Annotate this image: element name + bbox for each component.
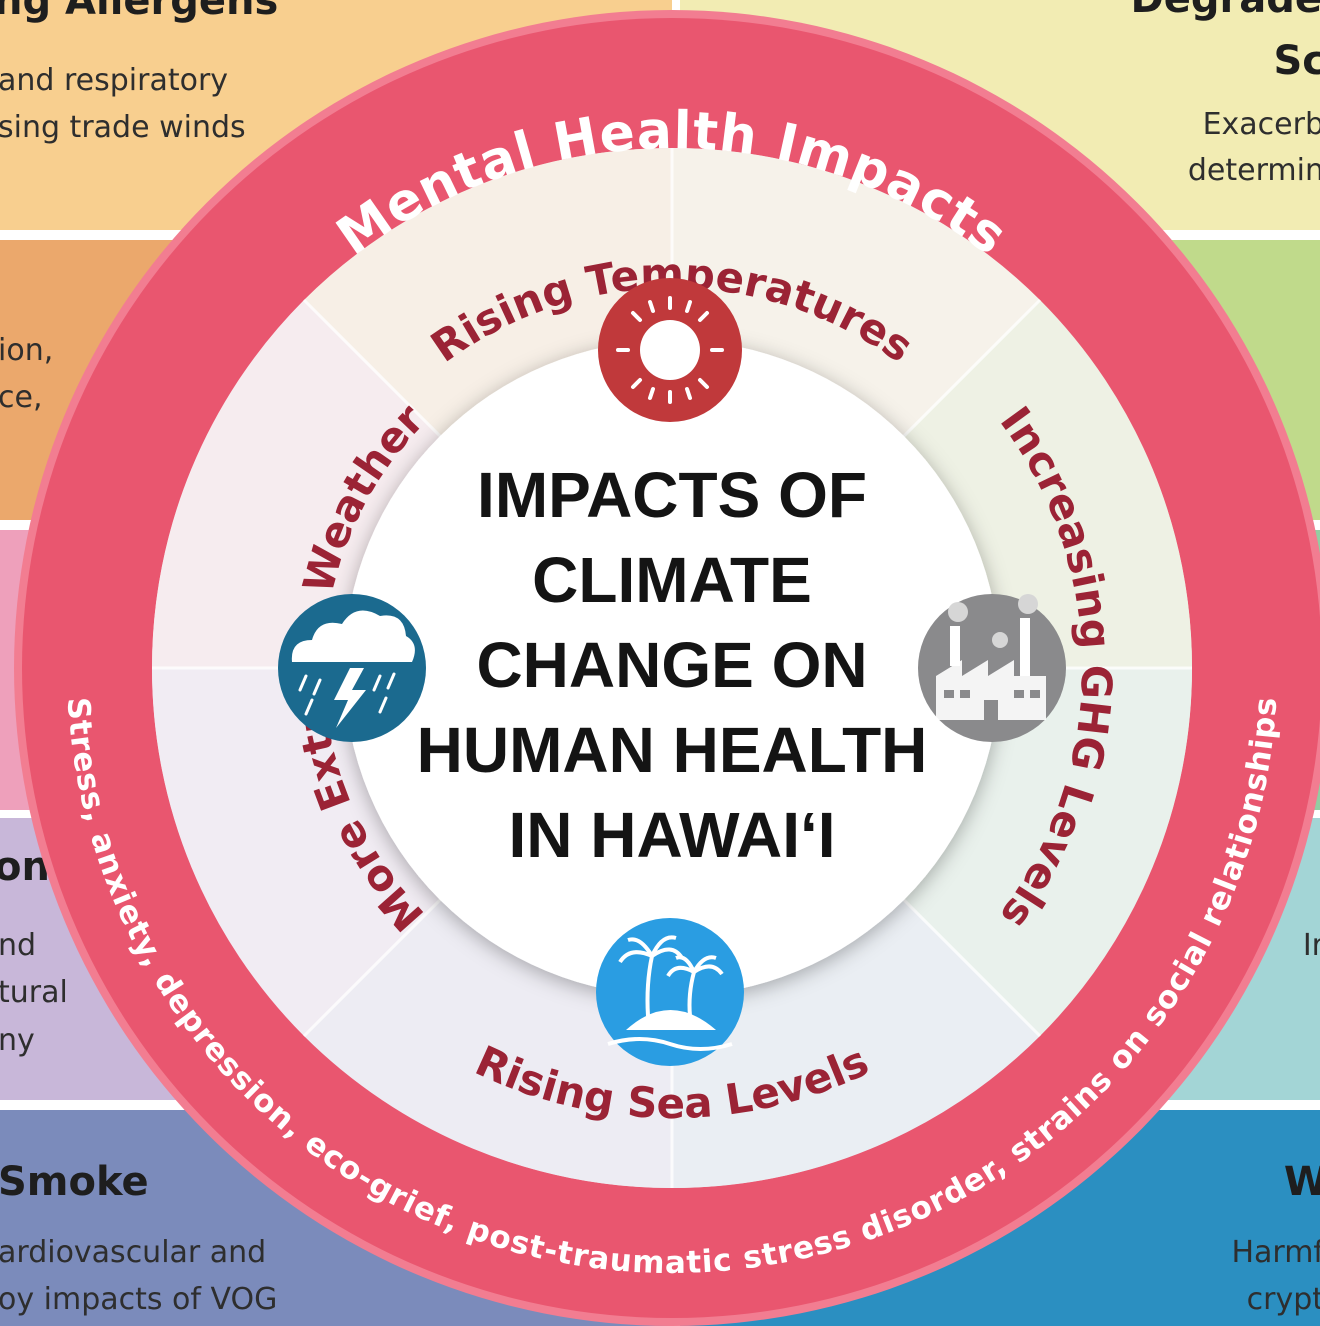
sun-core <box>640 320 700 380</box>
bolt <box>334 668 366 728</box>
center-title-line: IN HAWAIʻI <box>508 799 835 871</box>
panel-line: ion, <box>0 333 53 368</box>
panel-heading: W <box>1284 1159 1320 1205</box>
panel-line: ardiovascular and <box>0 1235 266 1270</box>
panel-subheading: Sc <box>1273 38 1320 84</box>
storm-icon <box>278 594 426 742</box>
panel-line: Exacerb <box>1203 107 1320 142</box>
factory-icon <box>918 594 1066 742</box>
center-title-line: CHANGE ON <box>476 629 867 701</box>
center-title-line: IMPACTS OF <box>477 459 867 531</box>
panel-heading: Degrade <box>1131 0 1320 22</box>
center-title-line: HUMAN HEALTH <box>417 714 928 786</box>
cloud <box>291 610 415 662</box>
chimney <box>1020 618 1030 676</box>
chimney <box>950 626 960 666</box>
panel-line: and respiratory <box>0 63 228 98</box>
island-icon <box>596 918 744 1066</box>
panel-line: Ir <box>1303 928 1320 963</box>
panel-line: nd <box>0 928 36 963</box>
panel-line: tural <box>0 975 68 1010</box>
center-title-line: CLIMATE <box>532 544 812 616</box>
sun-icon <box>598 278 742 422</box>
panel-line: oy impacts of VOG <box>0 1282 277 1317</box>
center-title: IMPACTS OF CLIMATE CHANGE ON HUMAN HEALT… <box>417 459 928 871</box>
panel-line: sing trade winds <box>0 110 246 145</box>
panel-line: crypt <box>1247 1282 1320 1317</box>
panel-heading: Smoke <box>0 1159 149 1205</box>
panel-line: ny <box>0 1023 35 1058</box>
panel-line: Harmf <box>1231 1235 1320 1270</box>
panel-line: ce, <box>0 380 43 415</box>
factory <box>936 660 1046 720</box>
panel-heading: ng Allergens <box>0 0 278 24</box>
center-disc <box>344 340 1000 996</box>
panel-line: determin <box>1188 153 1320 188</box>
